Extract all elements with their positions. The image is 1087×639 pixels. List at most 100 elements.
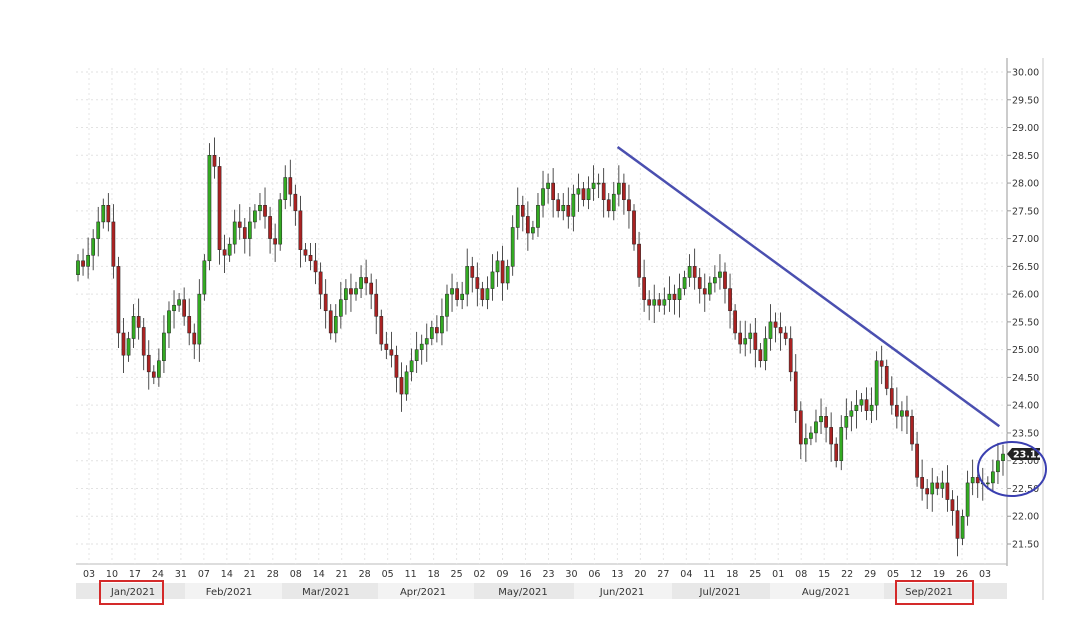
candle (338, 281, 343, 329)
date-tick-label: 26 (956, 569, 968, 580)
candle-body (642, 277, 646, 300)
candle-body (551, 182, 555, 200)
candle-body (460, 293, 465, 300)
candle-body (879, 360, 884, 367)
candle-body (414, 349, 419, 362)
candle (965, 470, 970, 526)
candle-body (925, 488, 930, 495)
candle (177, 293, 181, 312)
candle (601, 168, 606, 218)
candle (874, 351, 879, 421)
candle (778, 312, 783, 351)
candle (728, 273, 732, 329)
candle-body (616, 182, 621, 195)
candle (970, 459, 975, 496)
candle (303, 243, 308, 262)
candle (707, 276, 712, 301)
candle (895, 387, 899, 429)
candle-body (187, 316, 192, 334)
candle (546, 173, 550, 204)
candle-body (182, 299, 186, 317)
candle (182, 287, 186, 326)
candle-body (793, 371, 798, 411)
candle (359, 265, 363, 299)
candle-body (606, 199, 611, 212)
candle (743, 320, 748, 357)
candle (889, 376, 894, 415)
date-tick-label: 23 (542, 569, 554, 580)
date-tick-label: 29 (864, 569, 876, 580)
date-tick-label: 27 (657, 569, 669, 580)
candle-body (313, 260, 318, 273)
candle (581, 181, 586, 207)
candle (616, 165, 621, 207)
candle (869, 387, 874, 423)
candle-body (465, 266, 470, 295)
candle (667, 276, 672, 312)
candle (940, 470, 945, 498)
candle-body (566, 205, 571, 217)
candle-body (141, 327, 146, 356)
candle (692, 248, 697, 290)
candle-body (581, 188, 586, 200)
candle-body (369, 282, 374, 295)
candle (445, 284, 449, 332)
candle-body (778, 327, 783, 334)
month-band (282, 583, 378, 599)
candle-body (106, 205, 111, 223)
candle-body (965, 482, 970, 517)
candle-body (950, 499, 955, 511)
candle-body (728, 288, 732, 312)
candle-body (136, 316, 141, 328)
candle (642, 259, 646, 312)
candle (197, 279, 202, 362)
candle (384, 331, 389, 360)
month-band (474, 583, 574, 599)
candle-body (445, 293, 449, 317)
candle-body (394, 354, 399, 378)
candle (748, 323, 753, 354)
candle-body (419, 343, 424, 350)
candle (647, 290, 652, 321)
candle (702, 273, 707, 312)
candle (157, 348, 161, 387)
candle-body (531, 227, 535, 234)
candle (884, 359, 889, 396)
candle-body (733, 310, 737, 334)
candle-body (344, 288, 348, 300)
candle-body (945, 482, 950, 500)
candle-body (571, 193, 576, 217)
candle (475, 262, 480, 307)
candle (611, 181, 616, 221)
month-label: Jan/2021 (110, 587, 155, 598)
candle-body (470, 266, 475, 278)
candle-body (485, 288, 490, 300)
date-tick-label: 14 (221, 569, 233, 580)
candle-body (429, 327, 434, 339)
candle (930, 467, 935, 512)
candles (76, 137, 1005, 557)
candle (217, 156, 222, 265)
annotations: 23.12 (99, 441, 1047, 605)
candle (96, 206, 101, 257)
candle-body (212, 155, 217, 167)
candle (783, 326, 788, 346)
candle (960, 509, 965, 546)
candle (278, 193, 283, 251)
candle-body (96, 221, 101, 239)
candle (404, 365, 409, 401)
candle-body (323, 293, 328, 312)
candle-body (809, 432, 813, 439)
candle-body (738, 332, 743, 345)
candle-body (146, 354, 151, 373)
candle (76, 254, 80, 282)
candle-body (556, 199, 561, 212)
candle-body (76, 260, 80, 275)
candle (318, 262, 323, 310)
month-highlight-box (895, 580, 974, 605)
candle (566, 187, 571, 229)
candle-body (915, 443, 919, 478)
candle (819, 398, 823, 435)
candle (531, 220, 535, 240)
candle-body (930, 482, 935, 495)
